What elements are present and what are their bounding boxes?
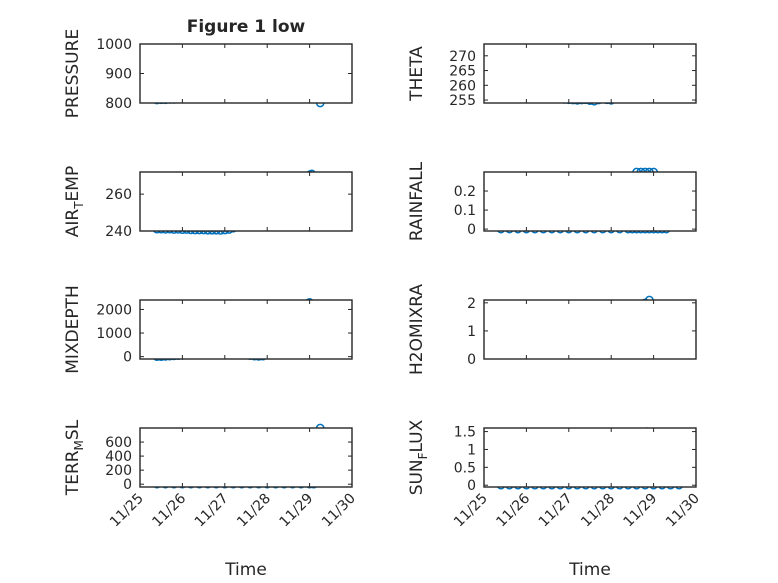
subplot-rainfall: 0 0.1 0.2 RAINFALL — [407, 161, 697, 241]
axes-frame — [483, 299, 697, 360]
y-tick-label: 260 — [449, 78, 476, 94]
y-tick-label: 0 — [123, 350, 132, 366]
y-tick-label: 900 — [105, 67, 132, 83]
axes-frame — [139, 171, 353, 232]
axes-frame — [139, 299, 353, 360]
x-tick-label: 11/26 — [493, 490, 533, 530]
y-tick-label: 240 — [105, 224, 132, 240]
x-tick-label: 11/28 — [234, 491, 274, 531]
y-tick-label: 1000 — [96, 37, 132, 53]
y-tick-label: 600 — [105, 435, 132, 451]
y-axis-label: SUNFLUX — [407, 419, 430, 495]
y-tick-label: 800 — [105, 96, 132, 112]
y-tick-label: 0 — [467, 222, 476, 238]
y-tick-label: 1.5 — [454, 425, 476, 441]
y-tick-label: 200 — [105, 463, 132, 479]
y-tick-label: 1 — [467, 324, 476, 340]
y-axis-label: PRESSURE — [63, 29, 83, 118]
y-axis-label: MIXDEPTH — [63, 285, 83, 374]
x-tick-label: 11/25 — [107, 491, 147, 531]
y-tick-label: 0.2 — [454, 184, 476, 200]
subplot-mixdepth: 0 1000 2000 MIXDEPTH — [63, 285, 353, 374]
x-tick-label: 11/28 — [578, 491, 618, 531]
y-tick-label: 0 — [467, 352, 476, 368]
y-tick-label: 0.5 — [454, 460, 476, 476]
subplot-air_temp: 240 260 AIRTEMP — [63, 166, 353, 240]
y-axis-label: THETA — [407, 46, 427, 102]
x-tick-label: 11/29 — [621, 491, 661, 531]
y-tick-label: 270 — [449, 49, 476, 65]
y-tick-label: 1 — [467, 442, 476, 458]
y-axis-label: RAINFALL — [407, 161, 427, 241]
y-tick-label: 260 — [105, 187, 132, 203]
x-tick-label: 11/27 — [192, 491, 232, 531]
y-tick-label: 400 — [105, 449, 132, 465]
axes-frame — [139, 427, 353, 488]
x-tick-label: 11/30 — [663, 491, 703, 531]
x-tick-label: 11/29 — [277, 491, 317, 531]
y-axis-label: AIRTEMP — [63, 166, 86, 237]
y-tick-label: 265 — [449, 64, 476, 80]
y-tick-label: 1000 — [96, 326, 132, 342]
chart-title: Figure 1 low — [187, 17, 306, 37]
axes-frame — [139, 43, 353, 104]
axes-frame — [483, 171, 697, 232]
x-tick-label: 11/30 — [319, 491, 359, 531]
y-tick-label: 2 — [467, 296, 476, 312]
axes-frame — [483, 43, 697, 104]
y-tick-label: 2000 — [96, 302, 132, 318]
x-axis-label: Time — [568, 560, 611, 580]
y-tick-label: 0.1 — [454, 203, 476, 219]
x-axis-label: Time — [224, 560, 267, 580]
subplot-h2omixra: 0 1 2 H2OMIXRA — [407, 284, 697, 375]
subplot-sun_flux: 0 0.5 11.5 11/25 11/26 11/27 11/28 11/29 11/30 SU… — [407, 419, 703, 580]
y-axis-label: H2OMIXRA — [407, 284, 427, 375]
y-tick-label: 0 — [467, 478, 476, 494]
y-tick-label: 255 — [449, 93, 476, 109]
y-tick-label: 0 — [123, 477, 132, 493]
y-axis-label: TERRMSL — [63, 419, 86, 496]
axes-frame — [483, 427, 697, 488]
x-tick-label: 11/26 — [149, 490, 189, 530]
x-tick-label: 11/27 — [536, 491, 576, 531]
subplot-pressure: 800 900 1000 PRESSURE Figure 1 low — [63, 17, 353, 118]
x-tick-label: 11/25 — [451, 491, 491, 531]
